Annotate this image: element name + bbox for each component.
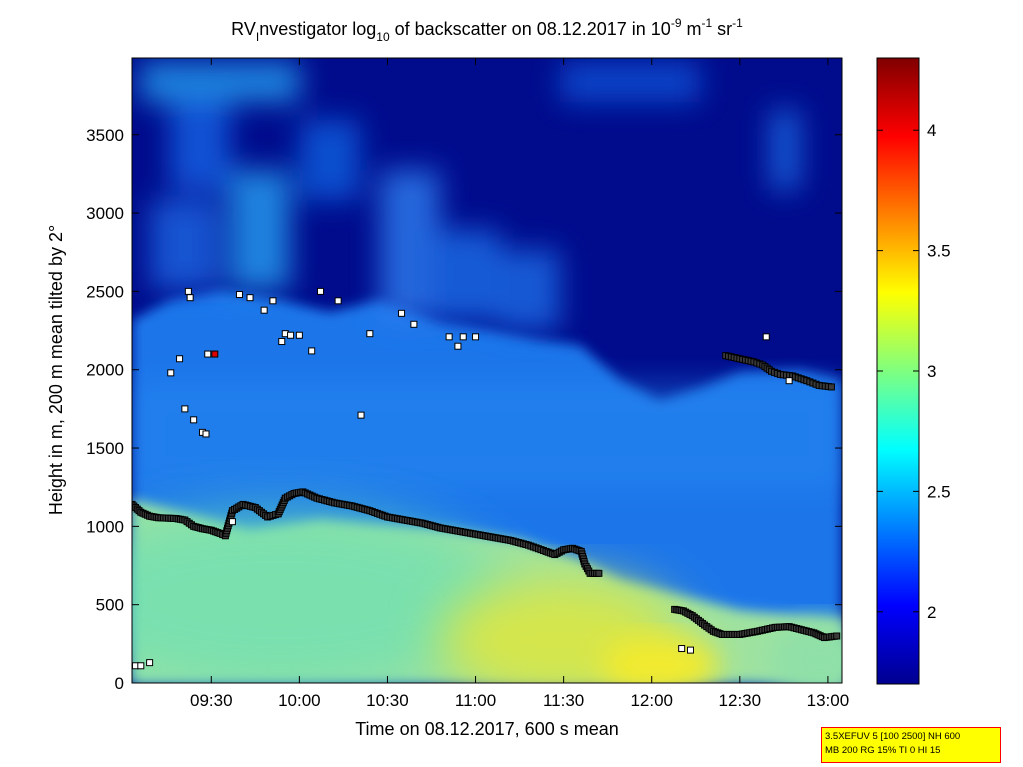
scatter-marker: [357, 411, 365, 419]
scatter-marker: [308, 347, 316, 355]
scatter-marker: [410, 320, 418, 328]
scatter-marker: [246, 294, 254, 302]
plot-frame: [131, 57, 843, 684]
scatter-marker: [678, 645, 686, 653]
colorbar: [876, 57, 920, 685]
scatter-marker: [190, 416, 198, 424]
upper-layer-marker: [827, 383, 835, 391]
scatter-marker: [167, 369, 175, 377]
x-tick-label: 10:30: [366, 691, 409, 710]
colorbar-tick-label: 3: [927, 362, 936, 381]
scatter-marker: [472, 333, 480, 341]
scatter-marker: [686, 646, 694, 654]
scatter-marker: [334, 297, 342, 305]
boundary-layer-marker: [595, 569, 603, 577]
y-tick-label: 3000: [86, 204, 124, 223]
colorbar-tick-label: 2: [927, 603, 936, 622]
scatter-marker: [269, 297, 277, 305]
scatter-marker: [186, 294, 194, 302]
scatter-marker: [295, 331, 303, 339]
x-axis-label: Time on 08.12.2017, 600 s mean: [355, 719, 619, 739]
scatter-marker: [146, 659, 154, 667]
scatter-marker: [398, 309, 406, 317]
scatter-marker: [204, 350, 212, 358]
y-axis: 0 500 1000 1500 2000 2500 3000 3500: [86, 126, 842, 693]
scatter-marker: [459, 333, 467, 341]
scatter-marker: [260, 306, 268, 314]
scatter-marker: [445, 333, 453, 341]
scatter-marker: [317, 287, 325, 295]
info-line-1: 3.5XEFUV 5 [100 2500] NH 600: [825, 731, 961, 742]
y-tick-label: 0: [115, 674, 124, 693]
chart-title: RVInvestigator log10 of backscatter on 0…: [231, 16, 743, 44]
scatter-marker: [202, 430, 210, 438]
colorbar-tick-label: 2.5: [927, 482, 951, 501]
scatter-marker: [785, 377, 793, 385]
x-tick-label: 13:00: [807, 691, 850, 710]
y-axis-label: Height in m, 200 m mean tilted by 2°: [46, 225, 66, 515]
low-layer-marker: [833, 632, 841, 640]
x-tick-label: 11:00: [455, 691, 496, 710]
scatter-marker: [278, 338, 286, 346]
x-tick-label: 09:30: [190, 691, 233, 710]
scatter-marker: [366, 330, 374, 338]
y-tick-label: 1000: [86, 517, 124, 536]
scatter-marker: [235, 291, 243, 299]
colorbar-axis: 2 2.5 3 3.5 4: [877, 121, 951, 622]
scatter-marker: [228, 518, 236, 526]
x-axis: 09:30 10:00 10:30 11:00 11:30 12:00 12:30 13:00: [190, 58, 849, 710]
y-tick-label: 2500: [86, 282, 124, 301]
colorbar-tick-label: 3.5: [927, 242, 951, 261]
colored-marker: [211, 350, 219, 358]
info-box: 3.5XEFUV 5 [100 2500] NH 600 MB 200 RG 1…: [821, 727, 1001, 763]
colorbar-tick-label: 4: [927, 121, 936, 140]
scatter-marker: [176, 355, 184, 363]
scatter-marker: [454, 342, 462, 350]
info-line-2: MB 200 RG 15% TI 0 HI 15: [825, 745, 941, 756]
x-tick-label: 12:30: [719, 691, 762, 710]
backscatter-heatmap: [132, 58, 842, 683]
x-tick-label: 10:00: [278, 691, 321, 710]
y-tick-label: 500: [96, 596, 124, 615]
scatter-marker: [184, 287, 192, 295]
scatter-marker: [181, 405, 189, 413]
y-tick-label: 2000: [86, 361, 124, 380]
scatter-marker: [287, 331, 295, 339]
scatter-marker: [137, 662, 145, 670]
x-tick-label: 12:00: [630, 691, 673, 710]
y-tick-label: 1500: [86, 439, 124, 458]
x-tick-label: 11:30: [543, 691, 584, 710]
y-tick-label: 3500: [86, 126, 124, 145]
scatter-marker: [762, 333, 770, 341]
